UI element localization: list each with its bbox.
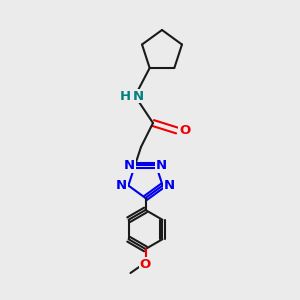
Text: H: H [119,89,130,103]
Text: N: N [133,89,144,103]
Text: N: N [124,159,135,172]
Text: N: N [116,179,127,192]
Text: O: O [140,257,151,271]
Text: N: N [164,179,175,192]
Text: N: N [156,159,167,172]
Text: O: O [179,124,190,137]
